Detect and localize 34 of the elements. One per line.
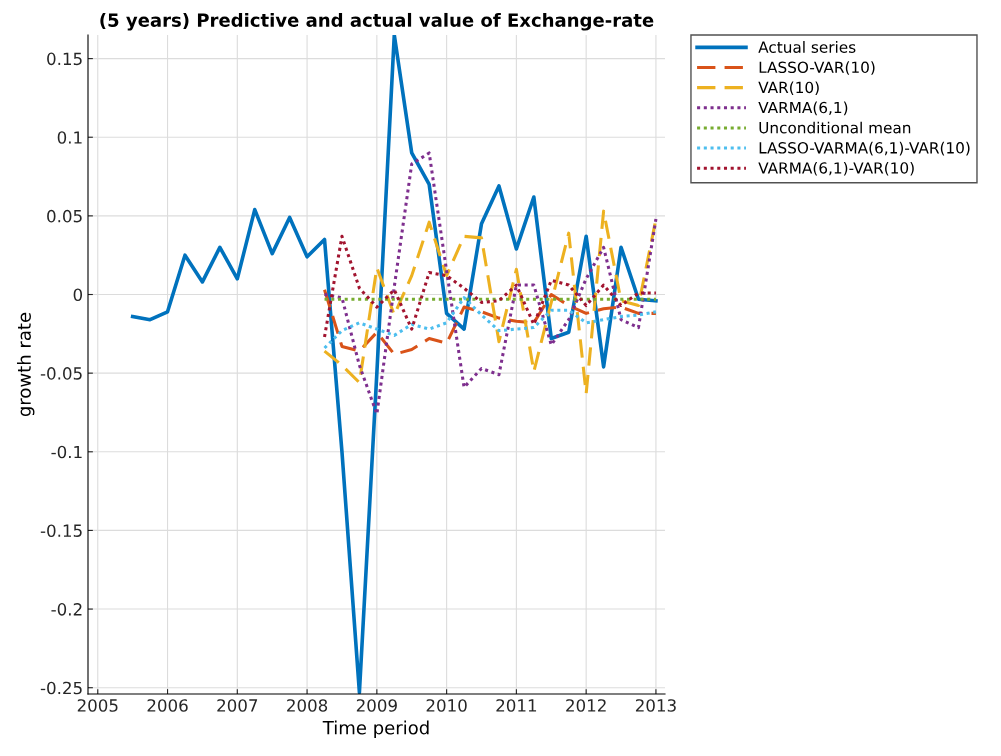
legend-label: LASSO-VAR(10): [759, 61, 875, 75]
x-tick-label: 2008: [287, 699, 328, 712]
legend-label: VARMA(6,1)-VAR(10): [758, 161, 914, 176]
legend-label: VAR(10): [758, 81, 819, 95]
y-tick-label: -0.15: [40, 524, 82, 537]
x-tick-label: 2011: [496, 699, 537, 712]
line-series: [322, 288, 658, 356]
line-series: [130, 35, 658, 694]
x-tick-label: 2007: [217, 699, 258, 712]
x-tick-label: 2013: [635, 699, 676, 712]
x-axis-title: Time period: [322, 720, 429, 739]
x-tick-label: 2009: [356, 699, 397, 712]
y-tick-label: 0.1: [57, 131, 82, 144]
y-tick-label: 0.15: [47, 52, 82, 66]
y-tick-label: -0.2: [51, 603, 82, 616]
x-tick-label: 2012: [566, 699, 606, 712]
y-axis-title: growth rate: [16, 312, 35, 417]
y-tick-label: -0.05: [40, 367, 82, 380]
y-tick-label: 0: [73, 288, 83, 302]
legend-label: Unconditional mean: [759, 121, 911, 134]
line-series: [322, 234, 658, 339]
legend-label: LASSO-VARMA(6,1)-VAR(10): [759, 141, 970, 156]
legend-label: Actual series: [758, 41, 856, 53]
line-series: [322, 296, 658, 350]
line-series: [322, 151, 658, 416]
legend-label: VARMA(6,1): [758, 101, 848, 116]
y-tick-label: -0.1: [51, 445, 82, 459]
y-tick-label: 0.05: [47, 209, 82, 223]
chart-title: (5 years) Predictive and actual value of Exchange-rate: [100, 12, 654, 31]
x-tick-label: 2010: [426, 699, 467, 712]
y-tick-label: -0.25: [40, 681, 82, 695]
x-tick-label: 2006: [147, 699, 188, 712]
line-series: [322, 209, 658, 396]
x-tick-label: 2005: [77, 699, 118, 712]
